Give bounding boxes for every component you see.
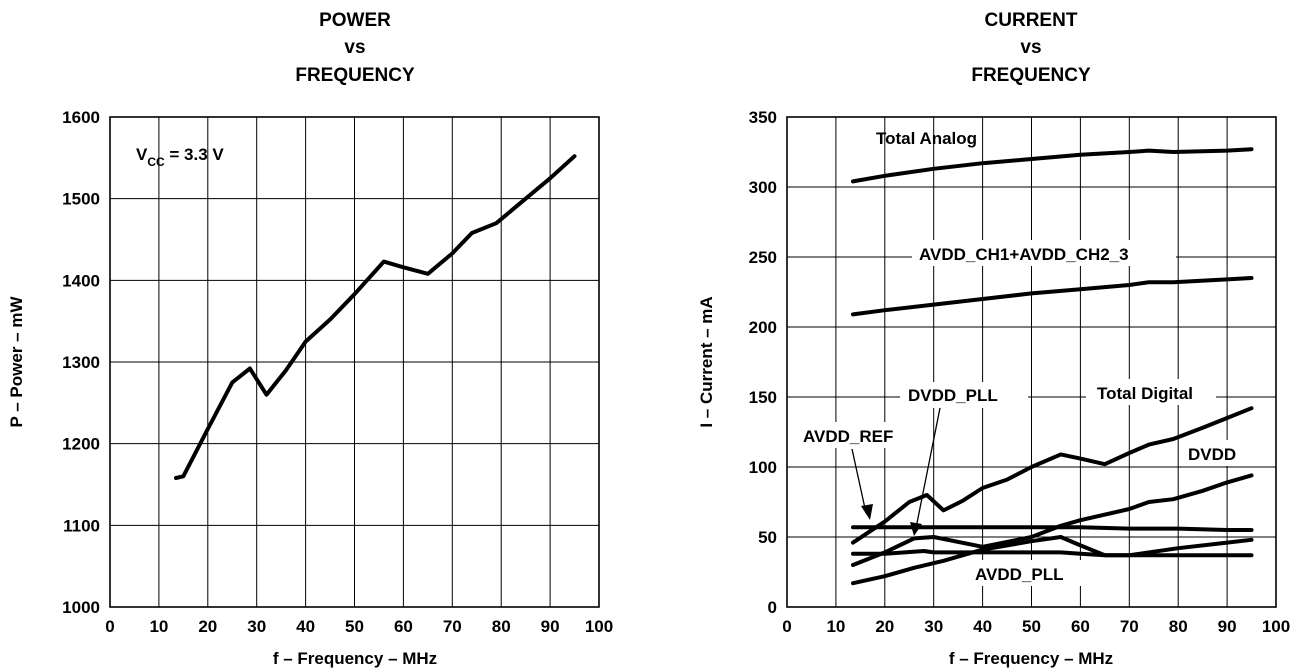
label-dvdd: DVDD — [1188, 445, 1236, 464]
x-tick-label: 10 — [826, 617, 845, 636]
x-tick-label: 40 — [973, 617, 992, 636]
label-bg-dvdd-pll — [900, 382, 1028, 408]
power-title-line-2: vs — [344, 37, 365, 58]
y-tick-label: 100 — [749, 458, 777, 477]
x-tick-label: 90 — [541, 617, 560, 636]
y-tick-label: 300 — [749, 178, 777, 197]
y-tick-label: 350 — [749, 108, 777, 127]
y-tick-label: 1500 — [62, 190, 100, 209]
power-series — [174, 154, 577, 480]
label-bg-avdd-ch — [912, 240, 1176, 266]
series-line-avdd-ref — [851, 525, 1254, 532]
current-x-ticks: 0 10 20 30 40 50 60 70 80 90 100 — [782, 617, 1290, 636]
avdd-ref-leader — [851, 448, 873, 520]
x-tick-label: 30 — [924, 617, 943, 636]
current-chart: CURRENT vs FREQUENCY 0 10 20 30 40 50 60 70 80 90… — [697, 10, 1290, 668]
current-grid — [787, 117, 1276, 607]
x-tick-label: 20 — [875, 617, 894, 636]
current-y-axis-label: I – Current – mA — [697, 296, 716, 427]
power-x-axis-label: f – Frequency – MHz — [273, 649, 437, 668]
x-tick-label: 30 — [247, 617, 266, 636]
current-plot-frame — [786, 116, 1277, 608]
x-tick-label: 60 — [1071, 617, 1090, 636]
current-title-line-1: CURRENT — [985, 10, 1078, 31]
power-title-line-3: FREQUENCY — [295, 65, 415, 86]
label-total-analog: Total Analog — [876, 129, 977, 148]
y-tick-label: 150 — [749, 388, 777, 407]
x-tick-label: 0 — [105, 617, 114, 636]
label-bg-avdd-ref — [797, 422, 919, 448]
y-tick-label: 1400 — [62, 271, 100, 290]
x-tick-label: 80 — [492, 617, 511, 636]
power-y-ticks: 1000 1100 1200 1300 1400 1500 1600 — [62, 108, 100, 617]
label-avdd-ch: AVDD_CH1+AVDD_CH2_3 — [919, 245, 1129, 264]
power-chart: POWER vs FREQUENCY 0 10 20 30 40 50 60 70 80 90 10… — [7, 10, 613, 668]
power-title-line-1: POWER — [319, 10, 391, 31]
label-bg-avdd-pll — [968, 560, 1090, 586]
current-x-axis-label: f – Frequency – MHz — [949, 649, 1113, 668]
y-tick-label: 0 — [768, 598, 777, 617]
y-tick-label: 50 — [758, 528, 777, 547]
series-line-dvdd-pll — [851, 549, 1254, 558]
vcc-annotation: VCC = 3.3 V — [136, 145, 224, 169]
y-tick-label: 1600 — [62, 108, 100, 127]
power-y-axis-label: P – Power – mW — [7, 296, 26, 428]
label-total-digital: Total Digital — [1097, 384, 1193, 403]
x-tick-label: 40 — [296, 617, 315, 636]
x-tick-label: 70 — [443, 617, 462, 636]
power-x-ticks: 0 10 20 30 40 50 60 70 80 90 100 — [105, 617, 613, 636]
x-tick-label: 50 — [1022, 617, 1041, 636]
y-tick-label: 250 — [749, 248, 777, 267]
series-line-avdd-pll — [851, 535, 1254, 586]
series-line-avdd-ch1-avdd-ch2-3 — [851, 276, 1254, 317]
current-series — [851, 147, 1254, 586]
label-avdd-pll: AVDD_PLL — [975, 565, 1063, 584]
current-title-line-2: vs — [1020, 37, 1041, 58]
label-bg-dvdd — [1180, 440, 1264, 466]
x-tick-label: 20 — [198, 617, 217, 636]
x-tick-label: 100 — [585, 617, 613, 636]
current-title-line-3: FREQUENCY — [971, 65, 1091, 86]
x-tick-label: 100 — [1262, 617, 1290, 636]
y-tick-label: 1000 — [62, 598, 100, 617]
dvdd-pll-leader — [910, 407, 941, 536]
y-tick-label: 1300 — [62, 353, 100, 372]
y-tick-label: 200 — [749, 318, 777, 337]
x-tick-label: 70 — [1120, 617, 1139, 636]
x-tick-label: 80 — [1169, 617, 1188, 636]
x-tick-label: 90 — [1218, 617, 1237, 636]
x-tick-label: 10 — [149, 617, 168, 636]
label-avdd-ref: AVDD_REF — [803, 427, 893, 446]
series-line-0 — [174, 154, 577, 480]
series-line-total-analog — [851, 147, 1254, 184]
power-grid — [110, 117, 599, 607]
y-tick-label: 1100 — [63, 516, 100, 535]
x-tick-label: 60 — [394, 617, 413, 636]
series-line-total-digital — [851, 406, 1254, 545]
current-y-ticks: 0 50 100 150 200 250 300 350 — [749, 108, 777, 617]
label-dvdd-pll: DVDD_PLL — [908, 386, 998, 405]
series-line-dvdd — [851, 473, 1254, 567]
y-tick-label: 1200 — [62, 435, 100, 454]
x-tick-label: 0 — [782, 617, 791, 636]
power-plot-frame — [109, 116, 600, 608]
label-bg-total-digital — [1086, 379, 1216, 405]
x-tick-label: 50 — [345, 617, 364, 636]
